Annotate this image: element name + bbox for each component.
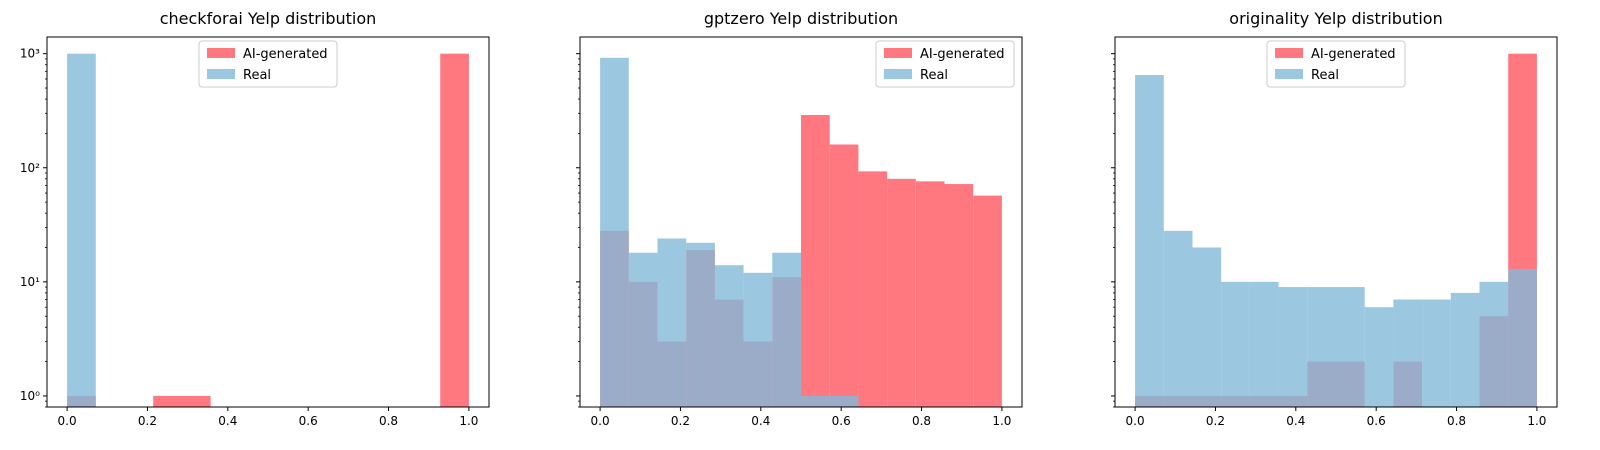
bar-real xyxy=(1192,247,1222,407)
axes-frame xyxy=(1114,36,1558,408)
x-tick-label: 0.8 xyxy=(379,414,398,428)
x-tick-label: 0.8 xyxy=(1447,414,1466,428)
x-tick-label: 0.0 xyxy=(591,414,610,428)
bar-real xyxy=(714,265,744,407)
bar-real xyxy=(1135,75,1164,407)
bar-ai-generated xyxy=(829,144,859,407)
bar-real xyxy=(1249,281,1279,407)
y-tick-label: 10² xyxy=(20,161,40,175)
bar-real xyxy=(1393,299,1423,407)
x-tick-label: 0.6 xyxy=(832,414,851,428)
x-tick-label: 0.2 xyxy=(138,414,157,428)
bar-ai-generated xyxy=(973,195,1002,407)
bar-real xyxy=(657,238,687,407)
bar-ai-generated xyxy=(153,395,211,407)
bar-real xyxy=(67,53,96,408)
panel-originality: 0.0 0.2 0.4 0.6 0.8 1.0 originality Yelp dist… xyxy=(1111,9,1558,428)
ticks-layer: 0.0 0.2 0.4 0.6 0.8 1.0 10⁰ 10¹ 10² 10³ xyxy=(20,47,479,428)
legend-label: Real xyxy=(243,68,271,83)
bar-real xyxy=(628,252,658,407)
bar-real xyxy=(829,395,859,407)
bars-layer xyxy=(600,57,1002,408)
legend-swatch xyxy=(207,69,235,79)
x-tick-label: 0.6 xyxy=(1367,414,1386,428)
bar-real xyxy=(1163,230,1193,407)
bar-ai-generated xyxy=(944,184,974,407)
x-tick-label: 0.8 xyxy=(912,414,931,428)
bar-real xyxy=(1221,281,1250,407)
bar-ai-generated xyxy=(887,178,916,407)
legend: AI-generated Real xyxy=(198,40,338,88)
x-tick-label: 0.0 xyxy=(58,414,77,428)
bar-real xyxy=(801,395,830,407)
legend: AI-generated Real xyxy=(875,40,1015,88)
chart-title: checkforai Yelp distribution xyxy=(160,9,377,28)
panel-gptzero: 0.0 0.2 0.4 0.6 0.8 1.0 gptzero Yelp distribu… xyxy=(576,9,1023,428)
axes-frame xyxy=(46,36,490,408)
bar-real xyxy=(1450,292,1480,407)
x-tick-label: 1.0 xyxy=(992,414,1011,428)
legend-label: Real xyxy=(1311,68,1339,83)
legend-label: AI-generated xyxy=(920,47,1005,62)
x-tick-label: 0.2 xyxy=(671,414,690,428)
ticks-layer: 0.0 0.2 0.4 0.6 0.8 1.0 xyxy=(1111,53,1546,428)
x-tick-label: 0.4 xyxy=(1286,414,1305,428)
bar-real xyxy=(1364,307,1394,407)
y-tick-label: 10¹ xyxy=(20,275,40,289)
bar-ai-generated xyxy=(440,53,469,408)
x-tick-label: 1.0 xyxy=(459,414,478,428)
legend-swatch xyxy=(1275,69,1303,79)
x-tick-label: 0.2 xyxy=(1206,414,1225,428)
bar-real xyxy=(772,252,801,407)
legend-label: AI-generated xyxy=(1311,47,1396,62)
y-tick-label: 10³ xyxy=(20,47,40,61)
x-tick-label: 0.4 xyxy=(751,414,770,428)
panel-checkforai: 0.0 0.2 0.4 0.6 0.8 1.0 10⁰ 10¹ 10² 10³ checkfora… xyxy=(20,9,490,428)
bar-ai-generated xyxy=(858,171,888,407)
axes-frame xyxy=(579,36,1023,408)
chart-title: originality Yelp distribution xyxy=(1229,9,1442,28)
bar-real xyxy=(1508,268,1537,407)
legend-swatch xyxy=(884,69,912,79)
bar-real xyxy=(600,57,629,408)
legend-swatch xyxy=(207,48,235,58)
chart-title: gptzero Yelp distribution xyxy=(704,9,898,28)
bar-ai-generated xyxy=(801,115,830,407)
bar-real xyxy=(743,272,773,407)
legend-label: AI-generated xyxy=(243,47,328,62)
x-tick-label: 0.6 xyxy=(299,414,318,428)
bar-ai-generated xyxy=(915,181,945,407)
legend-swatch xyxy=(1275,48,1303,58)
bar-real xyxy=(1336,287,1365,407)
x-tick-label: 1.0 xyxy=(1527,414,1546,428)
bars-layer xyxy=(1135,53,1537,408)
bar-real xyxy=(1307,287,1336,407)
bar-real xyxy=(1422,299,1451,407)
legend-label: Real xyxy=(920,68,948,83)
bars-layer xyxy=(67,53,469,408)
ticks-layer: 0.0 0.2 0.4 0.6 0.8 1.0 xyxy=(576,53,1011,428)
legend: AI-generated Real xyxy=(1266,40,1406,88)
x-tick-label: 0.4 xyxy=(218,414,237,428)
y-tick-label: 10⁰ xyxy=(20,389,40,403)
x-tick-label: 0.0 xyxy=(1126,414,1145,428)
bar-real xyxy=(1479,281,1509,407)
bar-real xyxy=(1278,287,1308,407)
legend-swatch xyxy=(884,48,912,58)
bar-real xyxy=(686,242,715,407)
